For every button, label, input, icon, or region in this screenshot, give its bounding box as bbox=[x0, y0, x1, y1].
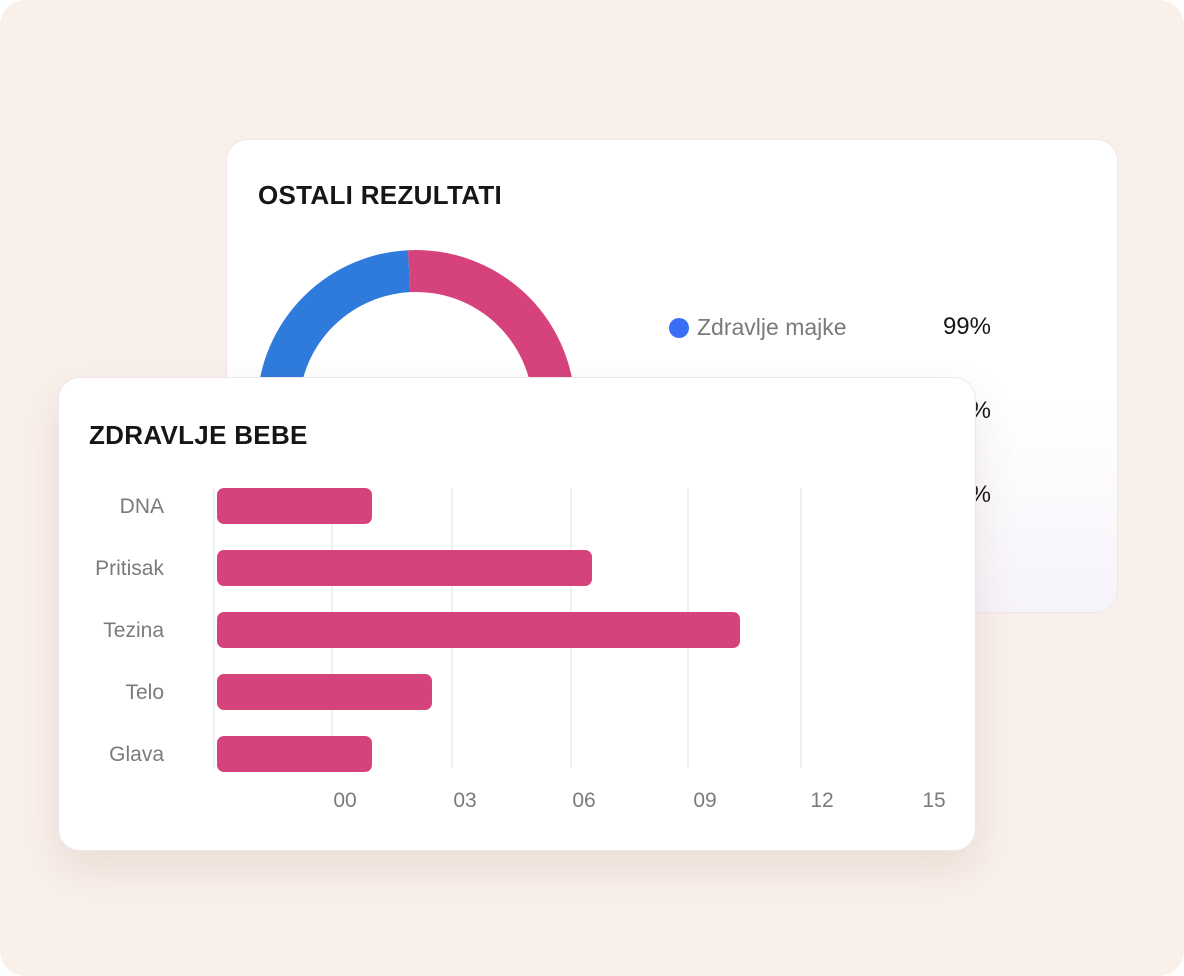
category-label: Tezina bbox=[103, 619, 164, 642]
bar-dna bbox=[217, 488, 372, 524]
bar-tezina bbox=[217, 612, 740, 648]
legend-dot-icon bbox=[669, 318, 689, 338]
baby-health-title: ZDRAVLJE BEBE bbox=[89, 420, 308, 450]
bar-glava bbox=[217, 736, 372, 772]
legend-item: Zdravlje majke 99% bbox=[669, 312, 991, 342]
x-tick-label: 03 bbox=[453, 789, 476, 812]
x-tick-label: 06 bbox=[572, 789, 595, 812]
x-tick-label: 00 bbox=[333, 789, 356, 812]
legend-label: Zdravlje majke bbox=[697, 314, 847, 340]
category-label: Glava bbox=[109, 743, 164, 766]
x-tick-label: 15 bbox=[922, 789, 945, 812]
category-label: Pritisak bbox=[95, 557, 164, 580]
bar-chart: 00 03 06 09 12 15 DNA Pritisak Tezina Telo Glava bbox=[95, 488, 946, 812]
other-results-title: OSTALI REZULTATI bbox=[258, 180, 503, 210]
bar-telo bbox=[217, 674, 432, 710]
category-label: Telo bbox=[125, 681, 164, 704]
legend-value: 99% bbox=[942, 313, 991, 340]
bar-pritisak bbox=[217, 550, 592, 586]
baby-health-card: ZDRAVLJE BEBE 00 03 06 09 12 15 DNA Pritisak Tez… bbox=[58, 377, 976, 851]
category-label: DNA bbox=[120, 495, 164, 518]
x-tick-label: 12 bbox=[810, 789, 833, 812]
x-tick-label: 09 bbox=[693, 789, 716, 812]
